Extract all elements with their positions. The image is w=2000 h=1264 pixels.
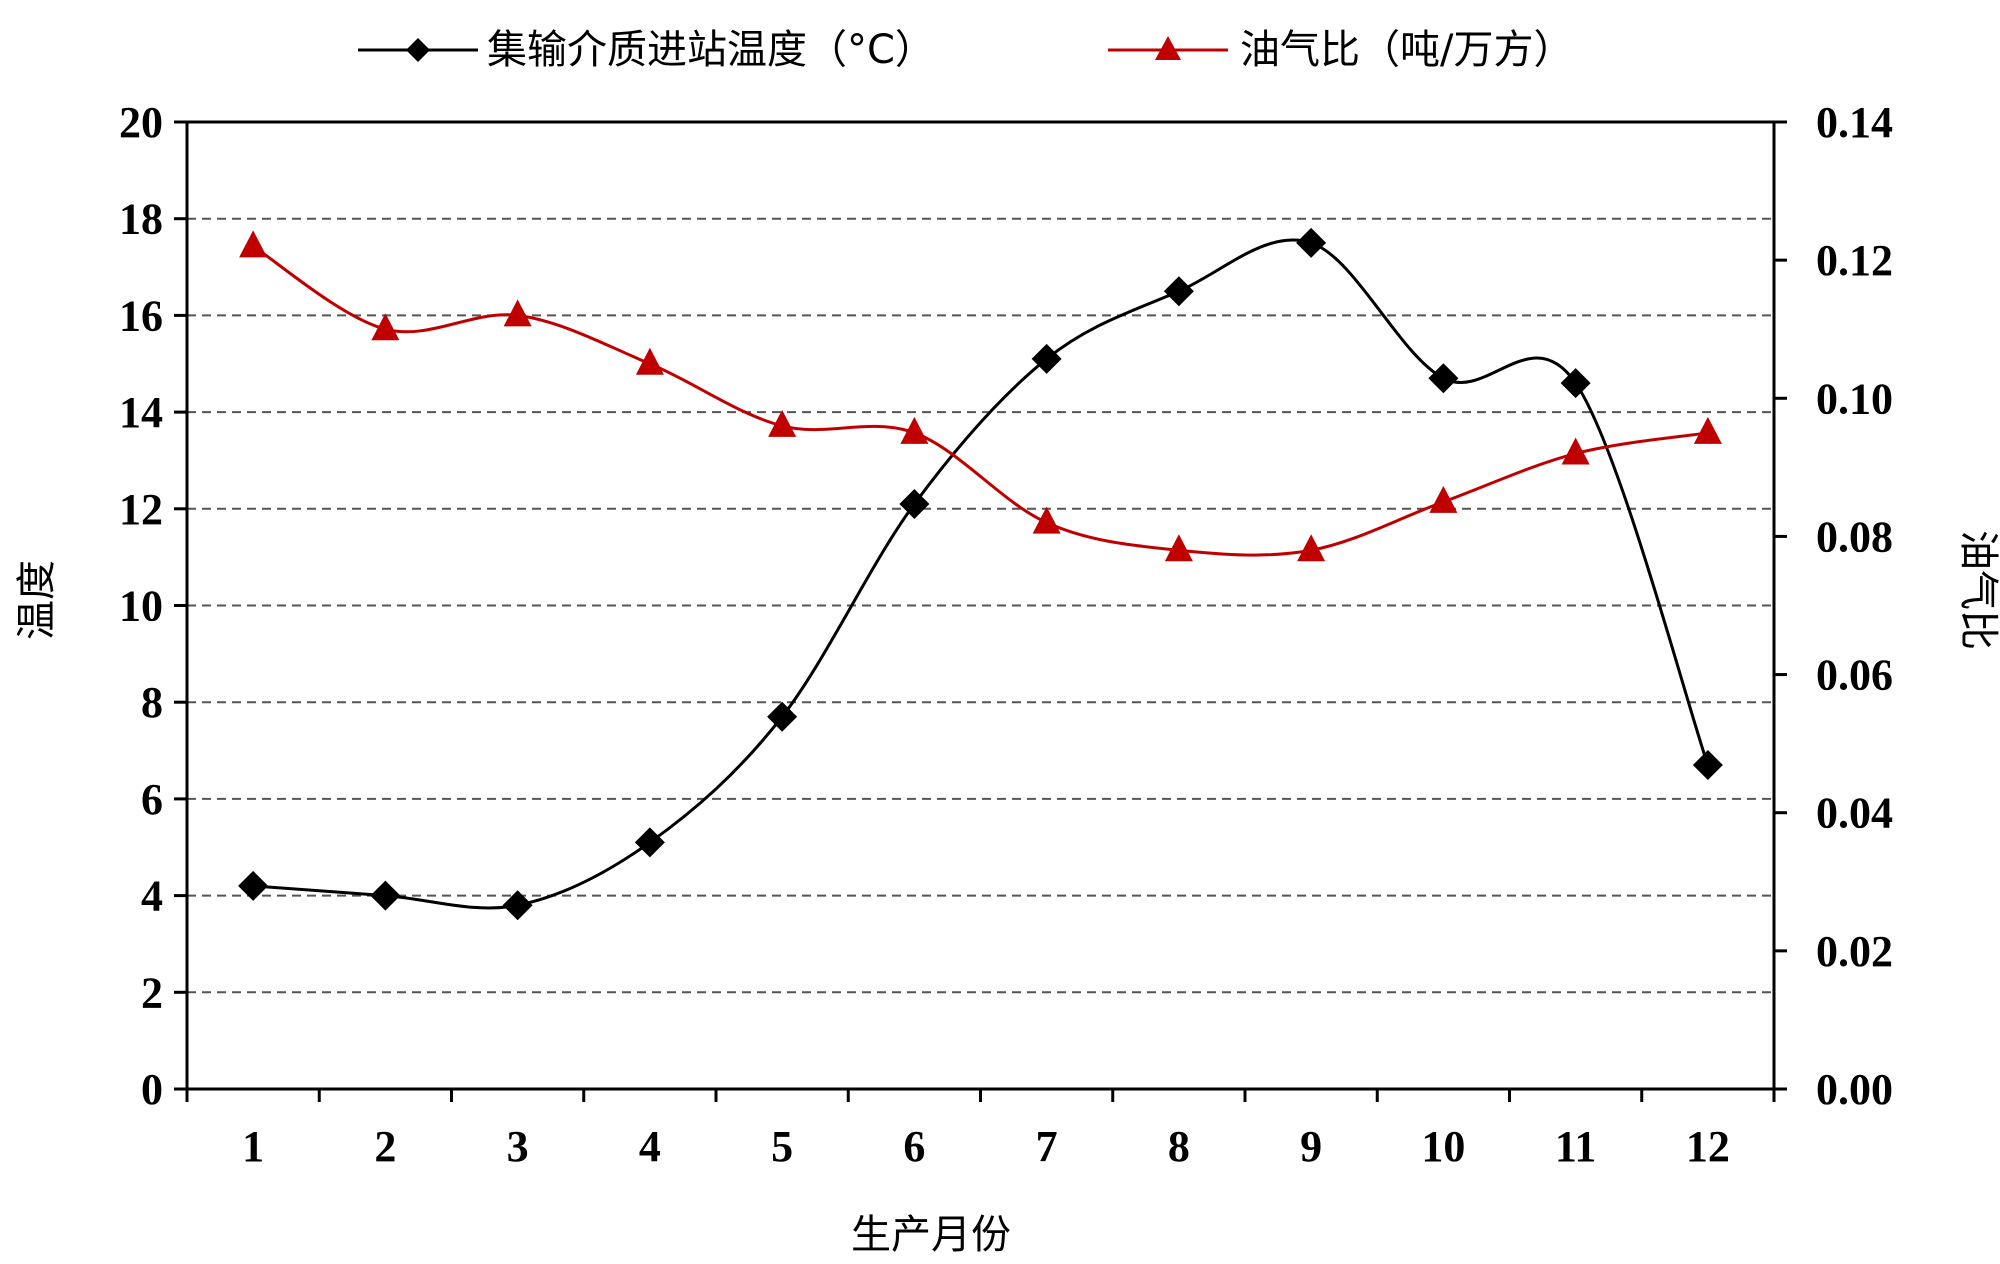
y-axis-left-title: 温度	[14, 560, 60, 640]
plot-area-frame	[185, 120, 1776, 1091]
y-right-tick-label: 0.10	[1816, 374, 1893, 423]
data-point-diamond	[1692, 750, 1723, 781]
x-tick-label: 8	[1168, 1122, 1190, 1171]
data-point-diamond	[502, 890, 533, 921]
data-point-triangle	[768, 409, 797, 437]
x-tick-label: 4	[639, 1122, 661, 1171]
data-point-diamond	[1163, 276, 1194, 307]
x-axis-title: 生产月份	[851, 1212, 1011, 1258]
x-tick-label: 6	[903, 1122, 925, 1171]
y-left-tick-label: 12	[119, 485, 163, 534]
data-point-diamond	[634, 827, 665, 858]
legend-item-oil-gas-ratio: 油气比（吨/万方）	[1108, 27, 1573, 73]
data-point-diamond	[1296, 227, 1327, 258]
y-left-tick-label: 0	[141, 1065, 163, 1114]
x-tick-label: 2	[374, 1122, 396, 1171]
y-left-tick-label: 16	[119, 291, 163, 340]
y-right-tick-label: 0.08	[1816, 512, 1893, 561]
x-tick-label: 10	[1421, 1122, 1465, 1171]
data-point-triangle	[1561, 437, 1590, 465]
x-tick-label: 12	[1686, 1122, 1730, 1171]
x-tick-label: 9	[1300, 1122, 1322, 1171]
y-left-tick-label: 2	[141, 968, 163, 1017]
y-left-tick-label: 18	[119, 195, 163, 244]
y-left-tick-label: 20	[119, 98, 163, 147]
legend-label-temperature: 集输介质进站温度（°C）	[487, 27, 935, 73]
data-point-diamond	[1428, 363, 1459, 394]
data-point-triangle	[503, 299, 532, 327]
data-point-triangle	[1693, 416, 1722, 444]
x-tick-label: 1	[242, 1122, 264, 1171]
y-right-tick-label: 0.00	[1816, 1065, 1893, 1114]
series-oil-gas-ratio	[239, 230, 1722, 562]
series-line-oil-gas-ratio	[252, 245, 1709, 557]
y-left-tick-label: 14	[119, 388, 163, 437]
data-point-triangle	[1297, 534, 1326, 562]
y-axis-right-title: 油气比	[1955, 530, 2000, 650]
y-left-tick-label: 8	[141, 678, 163, 727]
series-temperature	[238, 227, 1723, 921]
y-right-tick-label: 0.06	[1816, 651, 1893, 700]
series-line-temperature	[253, 238, 1710, 910]
data-point-triangle	[371, 313, 400, 341]
data-point-triangle	[900, 416, 929, 444]
series	[238, 227, 1723, 921]
legend: 集输介质进站温度（°C） 油气比（吨/万方）	[358, 27, 1573, 73]
legend-label-oil-gas-ratio: 油气比（吨/万方）	[1240, 27, 1573, 73]
data-point-triangle	[239, 230, 268, 258]
y-right-tick-label: 0.04	[1816, 789, 1893, 838]
x-tick-label: 7	[1036, 1122, 1058, 1171]
x-tick-label: 11	[1555, 1122, 1597, 1171]
y-right-tick-label: 0.02	[1816, 927, 1893, 976]
y-left-tick-label: 6	[141, 775, 163, 824]
data-point-diamond	[1560, 368, 1591, 399]
legend-marker-triangle	[1155, 36, 1181, 60]
data-point-triangle	[1164, 534, 1193, 562]
axes: 024681012141618200.000.020.040.060.080.1…	[119, 98, 1893, 1171]
legend-marker-diamond	[406, 38, 430, 62]
x-tick-label: 3	[507, 1122, 529, 1171]
data-point-diamond	[767, 701, 798, 732]
data-point-diamond	[1031, 343, 1062, 374]
grid-lines	[187, 217, 1774, 994]
data-point-triangle	[1032, 506, 1061, 534]
data-point-triangle	[635, 347, 664, 375]
x-tick-label: 5	[771, 1122, 793, 1171]
y-left-tick-label: 4	[141, 872, 163, 921]
data-point-diamond	[899, 488, 930, 519]
y-right-tick-label: 0.14	[1816, 98, 1893, 147]
y-left-tick-label: 10	[119, 582, 163, 631]
data-point-triangle	[1429, 485, 1458, 513]
data-point-diamond	[370, 880, 401, 911]
legend-item-temperature: 集输介质进站温度（°C）	[358, 27, 935, 73]
y-right-tick-label: 0.12	[1816, 236, 1893, 285]
data-point-diamond	[238, 870, 269, 901]
